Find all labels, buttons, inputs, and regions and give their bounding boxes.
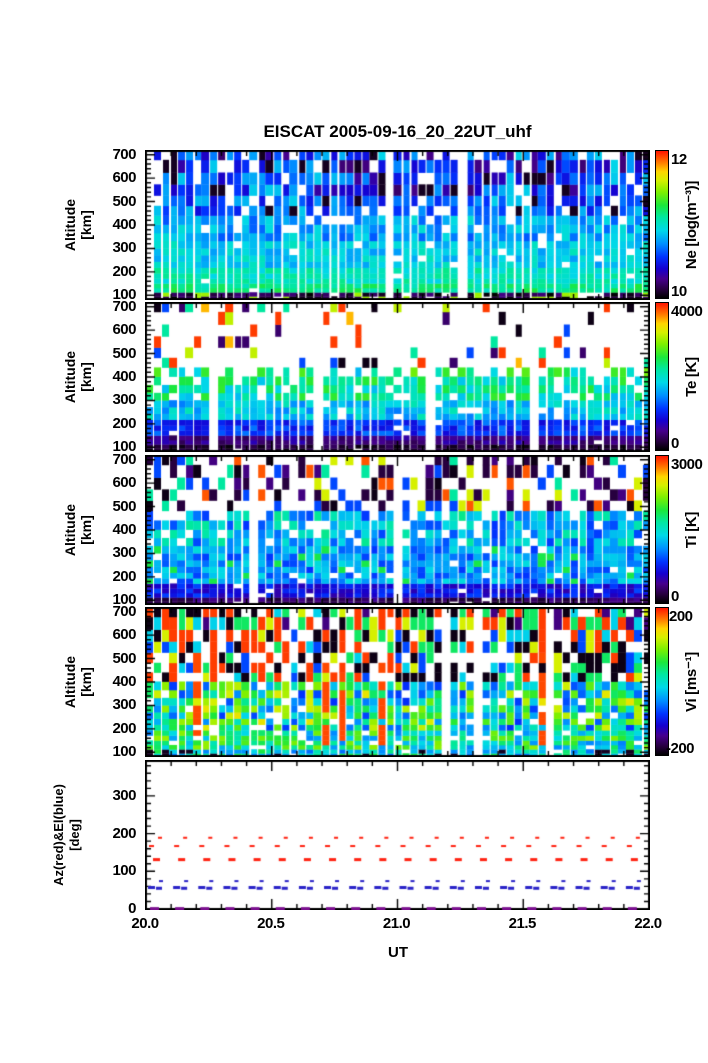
tick-label: 300 <box>112 786 136 804</box>
tick-label: 400 <box>112 368 136 385</box>
tick-label: 200 <box>112 824 136 842</box>
figure-title: EISCAT 2005-09-16_20_22UT_uhf <box>263 122 532 141</box>
azel-label-line2: [deg] <box>67 819 82 851</box>
ne-cbar-max-label: 12 <box>671 151 687 168</box>
tick-label: 21.5 <box>508 915 537 932</box>
tick-label: 500 <box>112 344 136 362</box>
tick-label: 400 <box>112 216 136 233</box>
azel-label-line1: Az(red)&El(blue) <box>51 784 66 886</box>
tick-label: 600 <box>112 626 136 644</box>
ti-cbar-title: Ti [K] <box>683 511 700 549</box>
vi-colorbar <box>655 607 669 756</box>
ti-heatmap-panel <box>145 455 650 605</box>
ne-cbar-min-label: 10 <box>671 283 687 300</box>
tick-label: 200 <box>112 719 136 737</box>
te-yaxis-title: Altitude [km] <box>62 350 94 404</box>
tick-label: 500 <box>112 649 136 667</box>
ne-colorbar <box>655 150 669 299</box>
ne-heatmap-panel <box>145 150 650 300</box>
vi-yaxis-title: Altitude [km] <box>62 655 94 709</box>
tick-label: 21.0 <box>382 915 411 932</box>
tick-label: 600 <box>112 474 136 492</box>
tick-label: 700 <box>112 145 136 163</box>
tick-label: 100 <box>112 862 136 880</box>
tick-label: 400 <box>112 673 136 690</box>
tick-label: 300 <box>112 391 136 409</box>
tick-label: 700 <box>112 450 136 468</box>
vi-cbar-max-label: 200 <box>669 608 693 625</box>
azel-yaxis-title: Az(red)&El(blue) [deg] <box>51 760 83 910</box>
tick-label: 0 <box>128 900 136 917</box>
tick-label: 400 <box>112 521 136 538</box>
vi-heatmap-panel <box>145 607 650 757</box>
ne-yaxis-title: Altitude [km] <box>62 150 94 300</box>
te-cbar-title: Te [K] <box>683 357 700 397</box>
tick-label: 500 <box>112 497 136 515</box>
tick-label: 300 <box>112 696 136 714</box>
azel-dash-panel <box>145 760 650 910</box>
tick-label: 600 <box>112 169 136 187</box>
tick-label: 22.0 <box>634 915 662 932</box>
ti-yaxis-title: Altitude [km] <box>62 503 94 557</box>
vi-cbar-title: Vi [ms⁻¹] <box>683 652 700 712</box>
te-cbar-max-label: 4000 <box>671 303 703 320</box>
ti-colorbar <box>655 455 669 604</box>
tick-label: 500 <box>112 192 136 210</box>
x-axis-title: UT <box>388 944 408 961</box>
tick-label: 600 <box>112 321 136 339</box>
ne-cbar-title: Ne [log(m⁻³)] <box>683 180 700 270</box>
tick-label: 200 <box>112 262 136 280</box>
te-colorbar <box>655 302 669 451</box>
tick-label: 700 <box>112 297 136 315</box>
tick-label: 20.5 <box>257 915 285 932</box>
te-cbar-min-label: 0 <box>671 435 679 452</box>
vi-cbar-min-label: -200 <box>666 740 695 757</box>
ti-cbar-min-label: 0 <box>671 588 679 605</box>
tick-label: 100 <box>112 743 136 761</box>
tick-label: 200 <box>112 567 136 585</box>
tick-label: 300 <box>112 239 136 257</box>
altitude-label-line1: Altitude <box>62 198 78 252</box>
tick-label: 300 <box>112 544 136 562</box>
te-heatmap-panel <box>145 302 650 452</box>
tick-label: 100 <box>112 286 136 304</box>
tick-label: 700 <box>112 602 136 620</box>
tick-label: 100 <box>112 438 136 456</box>
tick-label: 100 <box>112 591 136 609</box>
tick-label: 200 <box>112 414 136 432</box>
ti-cbar-max-label: 3000 <box>671 456 703 473</box>
tick-label: 20.0 <box>131 915 159 932</box>
